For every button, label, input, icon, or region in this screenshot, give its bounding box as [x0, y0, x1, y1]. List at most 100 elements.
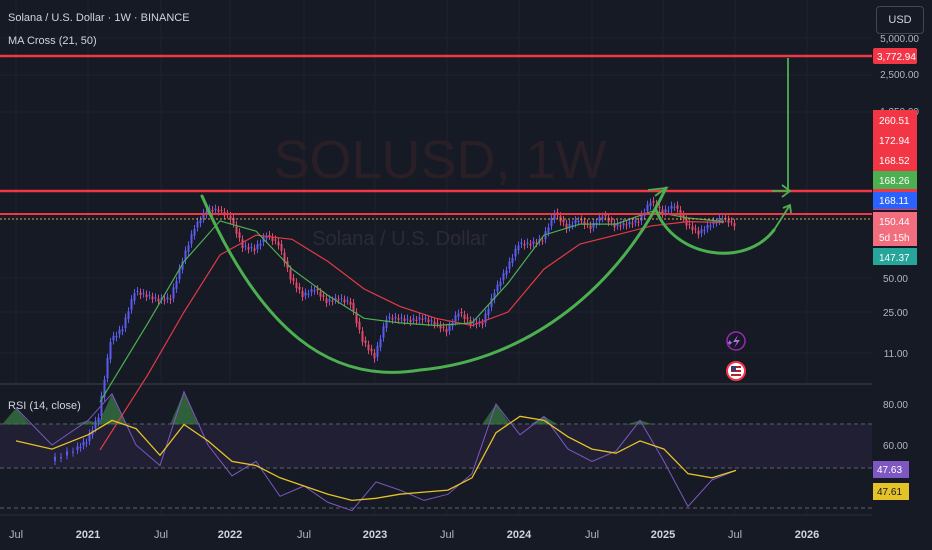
ma-cross-indicator-label[interactable]: MA Cross (21, 50)	[8, 35, 97, 47]
handle-pattern-curve[interactable]	[654, 208, 776, 255]
candle-body	[469, 320, 472, 325]
candle-body	[517, 245, 520, 251]
candle-body	[196, 221, 199, 228]
candle-body	[235, 225, 238, 234]
candle-body	[247, 247, 250, 250]
candle-body	[505, 270, 508, 275]
candle-body	[256, 244, 259, 250]
projection-arrow[interactable]	[773, 204, 791, 231]
rsi-overbought-fill	[2, 408, 30, 425]
candle-body	[289, 269, 292, 280]
candle-body	[637, 221, 640, 223]
rsi-overbought-fill	[482, 404, 510, 425]
time-tick: Jul	[297, 529, 311, 541]
candle-body	[304, 292, 307, 296]
candle-body	[667, 210, 670, 212]
candle-body	[547, 227, 550, 233]
lightning-icon[interactable]: ✦	[726, 331, 746, 351]
candle-body	[319, 292, 322, 297]
svg-text:168.11: 168.11	[879, 196, 909, 207]
candle-body	[424, 317, 427, 319]
candle-body	[394, 316, 397, 319]
candle-body	[448, 324, 451, 331]
candle-body	[54, 456, 56, 461]
candle-body	[202, 212, 205, 219]
price-tick: 5,000.00	[880, 34, 919, 45]
candle-body	[184, 250, 187, 261]
candle-body	[244, 245, 247, 247]
candle-body	[553, 214, 556, 220]
candle-body	[628, 221, 631, 225]
rsi-indicator-label[interactable]: RSI (14, close)	[8, 400, 81, 412]
candle-body	[76, 446, 79, 451]
candle-body	[730, 221, 733, 223]
candle-body	[169, 298, 172, 300]
candle-body	[298, 286, 301, 290]
candle-body	[82, 441, 85, 446]
candle-body	[622, 223, 625, 225]
candle-body	[427, 319, 430, 323]
candle-body	[463, 314, 466, 319]
candle-body	[280, 244, 283, 252]
candle-body	[550, 217, 553, 226]
candle-body	[268, 235, 271, 237]
candle-body	[253, 248, 256, 251]
candle-body	[598, 216, 601, 222]
breakout-projection-line[interactable]	[772, 58, 789, 192]
time-tick: Jul	[154, 529, 168, 541]
candle-body	[439, 324, 442, 329]
candle-body	[72, 451, 74, 453]
candle-body	[190, 234, 193, 244]
candle-body	[172, 287, 175, 299]
candle-body	[418, 317, 421, 320]
candle-body	[352, 303, 355, 311]
candle-body	[340, 298, 343, 300]
candle-body	[274, 239, 277, 241]
candle-body	[133, 292, 136, 301]
candle-body	[232, 217, 235, 224]
candle-body	[301, 291, 304, 297]
time-tick: 2023	[363, 529, 387, 541]
time-tick: Jul	[9, 529, 23, 541]
candle-body	[577, 220, 580, 222]
candle-body	[415, 319, 418, 321]
time-axis[interactable]: Jul 2021 Jul 2022 Jul 2023 Jul 2024 Jul …	[0, 514, 872, 541]
symbol-title[interactable]: Solana / U.S. Dollar · 1W · BINANCE	[8, 12, 190, 24]
candle-body	[619, 225, 622, 227]
candle-body	[607, 217, 610, 222]
candle-body	[265, 236, 268, 239]
candle-body	[66, 451, 68, 456]
candle-body	[130, 299, 133, 310]
candle-body	[700, 229, 703, 234]
currency-button[interactable]: USD	[876, 6, 924, 34]
candle-body	[112, 335, 115, 341]
candle-body	[154, 297, 157, 299]
candle-body	[460, 312, 463, 314]
candle-body	[532, 241, 535, 244]
candle-body	[199, 220, 202, 224]
candle-body	[526, 242, 529, 244]
candle-body	[646, 204, 649, 212]
candle-body	[403, 318, 406, 321]
candle-body	[331, 300, 334, 302]
candle-body	[421, 318, 424, 320]
candle-body	[316, 288, 319, 291]
candle-body	[349, 301, 352, 305]
time-tick: Jul	[585, 529, 599, 541]
candle-body	[685, 219, 688, 226]
rsi-overbought-fill	[98, 393, 126, 425]
ma-slow-line	[99, 220, 725, 451]
candle-body	[385, 319, 388, 328]
time-tick: Jul	[728, 529, 742, 541]
candle-body	[400, 317, 403, 319]
time-tick: 2026	[795, 529, 819, 541]
candle-body	[271, 237, 274, 242]
us-flag-icon[interactable]	[726, 361, 746, 381]
candle-body	[412, 318, 415, 321]
candle-body	[355, 312, 358, 324]
cup-pattern-curve[interactable]	[200, 186, 668, 374]
candle-body	[574, 220, 577, 224]
candle-body	[433, 321, 436, 325]
